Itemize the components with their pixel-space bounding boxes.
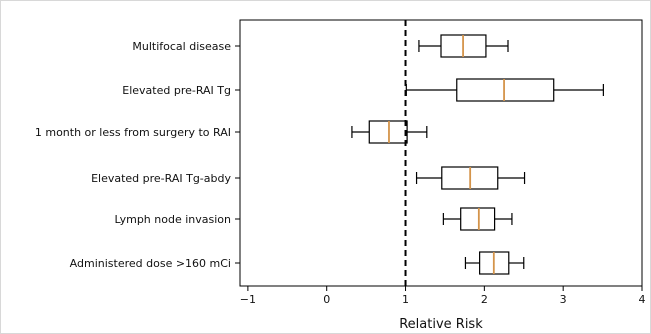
x-tick-label: 3 bbox=[560, 293, 567, 306]
box-plot-item bbox=[415, 166, 526, 190]
box-plot-item bbox=[442, 207, 513, 231]
x-axis-ticks: −1 0 1 2 3 4 bbox=[240, 286, 646, 306]
x-tick-label: −1 bbox=[240, 293, 256, 306]
x-tick-label: 2 bbox=[481, 293, 488, 306]
iqr-box bbox=[456, 78, 555, 102]
x-tick-label: 1 bbox=[402, 293, 409, 306]
box-plot-item bbox=[351, 120, 428, 144]
y-axis-ticks: Multifocal disease Elevated pre-RAI Tg 1 m… bbox=[35, 40, 240, 270]
plot-area bbox=[239, 19, 643, 287]
x-axis-title: Relative Risk bbox=[399, 317, 483, 332]
box-plot-item bbox=[405, 78, 604, 102]
box-plot-item bbox=[418, 34, 509, 58]
category-label: Elevated pre-RAI Tg bbox=[122, 84, 231, 97]
category-label: Elevated pre-RAI Tg-abdy bbox=[91, 172, 231, 185]
x-tick-label: 0 bbox=[323, 293, 330, 306]
category-label: Multifocal disease bbox=[132, 40, 231, 53]
iqr-box bbox=[460, 207, 496, 231]
category-label: Administered dose >160 mCi bbox=[70, 257, 231, 270]
boxes-layer bbox=[351, 34, 604, 275]
x-tick-label: 4 bbox=[639, 293, 646, 306]
category-label: Lymph node invasion bbox=[114, 213, 231, 226]
category-label: 1 month or less from surgery to RAI bbox=[35, 126, 231, 139]
box-plot-item bbox=[464, 251, 525, 275]
